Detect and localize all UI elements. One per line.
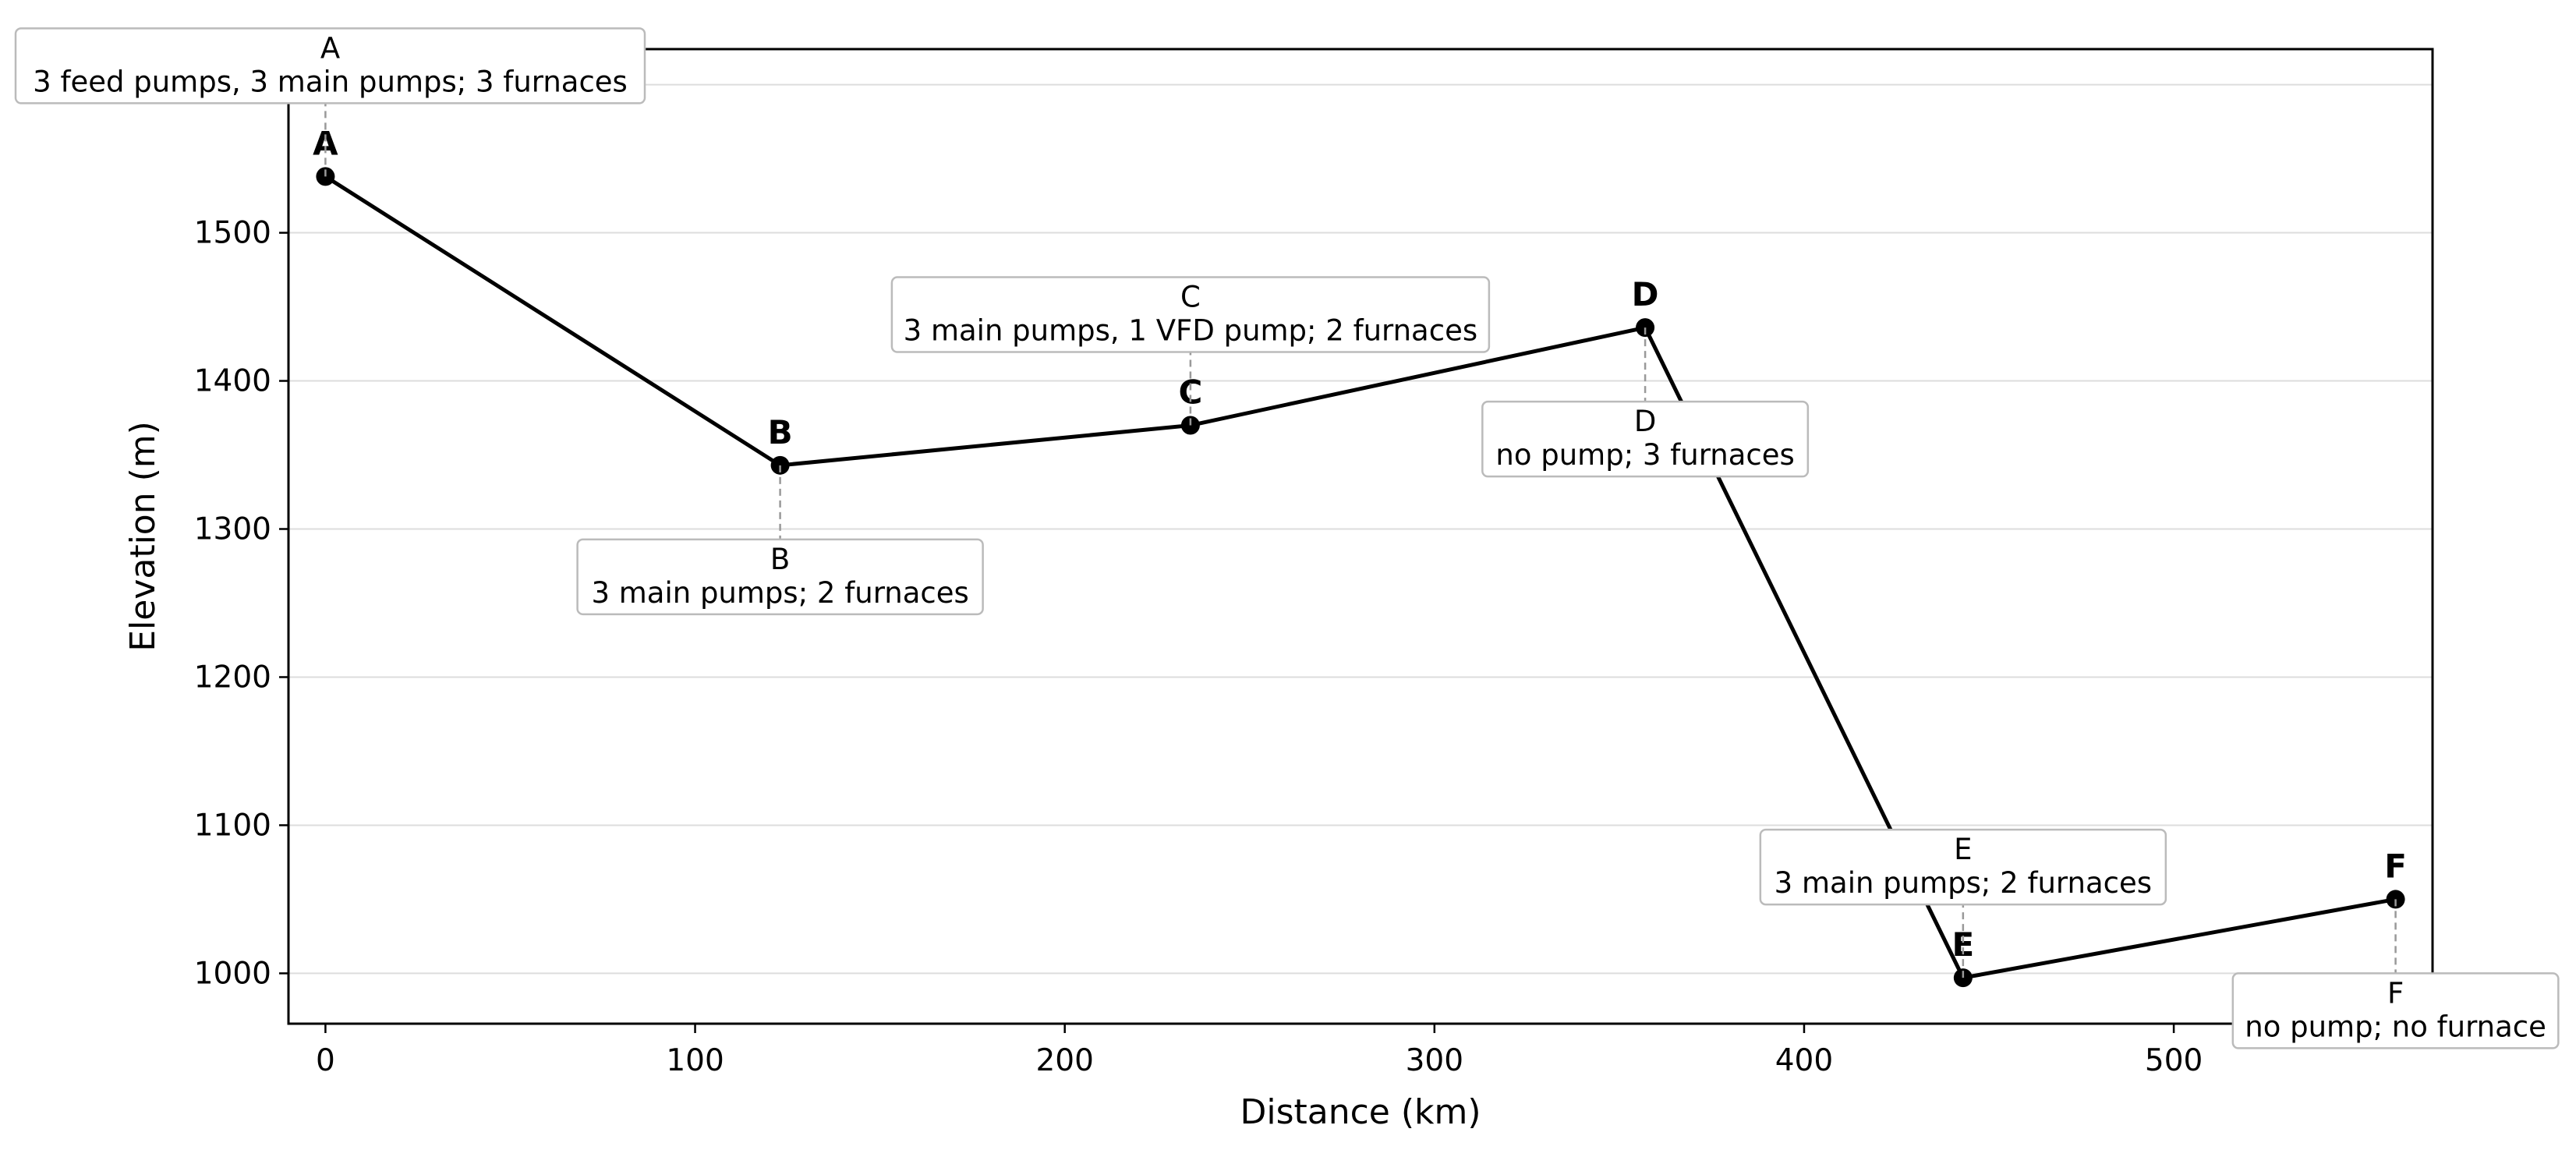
annotation-title: B [770, 543, 790, 576]
point-label: D [1632, 275, 1659, 313]
data-points-layer: A B C D E F [313, 124, 2407, 988]
y-axis-title: Elevation (m) [123, 421, 163, 652]
annotation-title: F [2387, 976, 2404, 1010]
y-tick-label: 1200 [194, 660, 271, 695]
annotation-detail: no pump; 3 furnaces [1495, 438, 1794, 472]
annotation-title: C [1180, 281, 1201, 314]
y-tick-label: 1400 [194, 364, 271, 399]
x-tick-label: 300 [1406, 1043, 1463, 1078]
annotation-detail: 3 main pumps; 2 furnaces [591, 576, 968, 610]
y-tick-label: 1300 [194, 512, 271, 547]
annotation-title: D [1634, 405, 1657, 438]
annotation-box [14, 27, 646, 104]
y-tick-label: 1500 [194, 216, 271, 251]
annotation-box [2231, 972, 2560, 1049]
annotation-detail: 3 main pumps; 2 furnaces [1775, 866, 2152, 900]
annotation-detail: 3 feed pumps, 3 main pumps; 3 furnaces [33, 65, 628, 98]
plot-frame [287, 48, 2434, 1025]
annotation-detail: 3 main pumps, 1 VFD pump; 2 furnaces [904, 314, 1477, 348]
series-line-layer [324, 175, 2397, 980]
annotation-title: E [1954, 833, 1972, 866]
point-label: E [1951, 925, 1974, 964]
annotation-detail: no pump; no furnace [2245, 1010, 2546, 1043]
point-label: C [1178, 373, 1202, 412]
series-line [324, 175, 2397, 980]
annotations-layer: A3 feed pumps, 3 main pumps; 3 furnacesB… [14, 27, 2560, 1049]
axis-ticks: 1000 1100 1200 1300 1400 1500 0 100 200 300 400 500 [194, 216, 2203, 1078]
x-tick-label: 100 [666, 1043, 724, 1078]
point-label: F [2384, 847, 2407, 885]
annotation-box [890, 276, 1491, 353]
point-label: A [313, 124, 338, 162]
annotation-title: A [320, 31, 340, 65]
x-tick-label: 400 [1775, 1043, 1833, 1078]
x-axis-title: Distance (km) [1240, 1092, 1481, 1132]
y-tick-label: 1100 [194, 808, 271, 843]
annotation-box [576, 538, 984, 616]
x-tick-label: 200 [1035, 1043, 1093, 1078]
y-tick-label: 1000 [194, 956, 271, 991]
annotation-box [1481, 400, 1810, 478]
point-label: B [768, 413, 793, 451]
annotation-box [1759, 828, 2167, 906]
x-tick-label: 0 [316, 1043, 335, 1078]
x-tick-label: 500 [2145, 1043, 2203, 1078]
